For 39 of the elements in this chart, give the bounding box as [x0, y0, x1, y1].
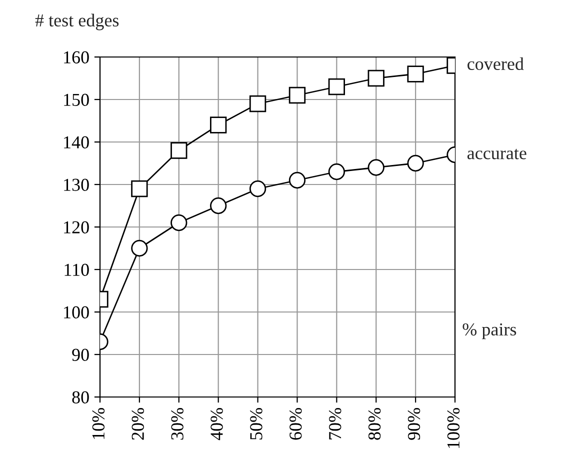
x-tick-label: 40%: [210, 408, 223, 440]
y-axis-title: # test edges: [35, 14, 119, 30]
y-tick-label: 140: [64, 136, 89, 148]
x-tick-label: 70%: [329, 408, 342, 440]
y-tick-label: 120: [64, 221, 89, 234]
y-tick-label: 160: [64, 51, 89, 64]
point: [249, 180, 266, 198]
point: [210, 197, 227, 214]
point: [407, 154, 424, 172]
point: [170, 214, 188, 232]
series-label: accurate: [467, 148, 526, 160]
point: [328, 163, 345, 180]
point: [407, 66, 424, 82]
point: [131, 240, 148, 257]
x-tick-label: 90%: [408, 408, 420, 440]
point: [288, 172, 306, 189]
point: [249, 95, 266, 112]
y-tick-label: 150: [64, 94, 89, 106]
point: [131, 180, 148, 198]
x-tick-label: 10%: [92, 408, 105, 439]
y-tick-label: 90: [72, 348, 89, 361]
x-tick-label: 60%: [290, 408, 302, 440]
y-tick-label: 130: [64, 178, 89, 191]
x-tick-label: 100%: [447, 408, 460, 448]
point: [210, 116, 227, 134]
point: [368, 159, 384, 176]
x-tick-label: 30%: [171, 408, 184, 440]
y-tick-label: 80: [72, 391, 89, 404]
x-tick-label: 20%: [132, 408, 144, 440]
point: [288, 86, 306, 104]
series-label: covered: [468, 57, 524, 70]
x-tick-label: 50%: [250, 408, 262, 440]
point: [368, 70, 384, 87]
point: [170, 142, 188, 159]
point: [328, 78, 345, 96]
x-axis-title: % pairs: [462, 323, 516, 340]
y-tick-label: 100: [64, 306, 89, 318]
x-tick-label: 80%: [368, 408, 381, 440]
y-tick-label: 110: [64, 264, 89, 276]
